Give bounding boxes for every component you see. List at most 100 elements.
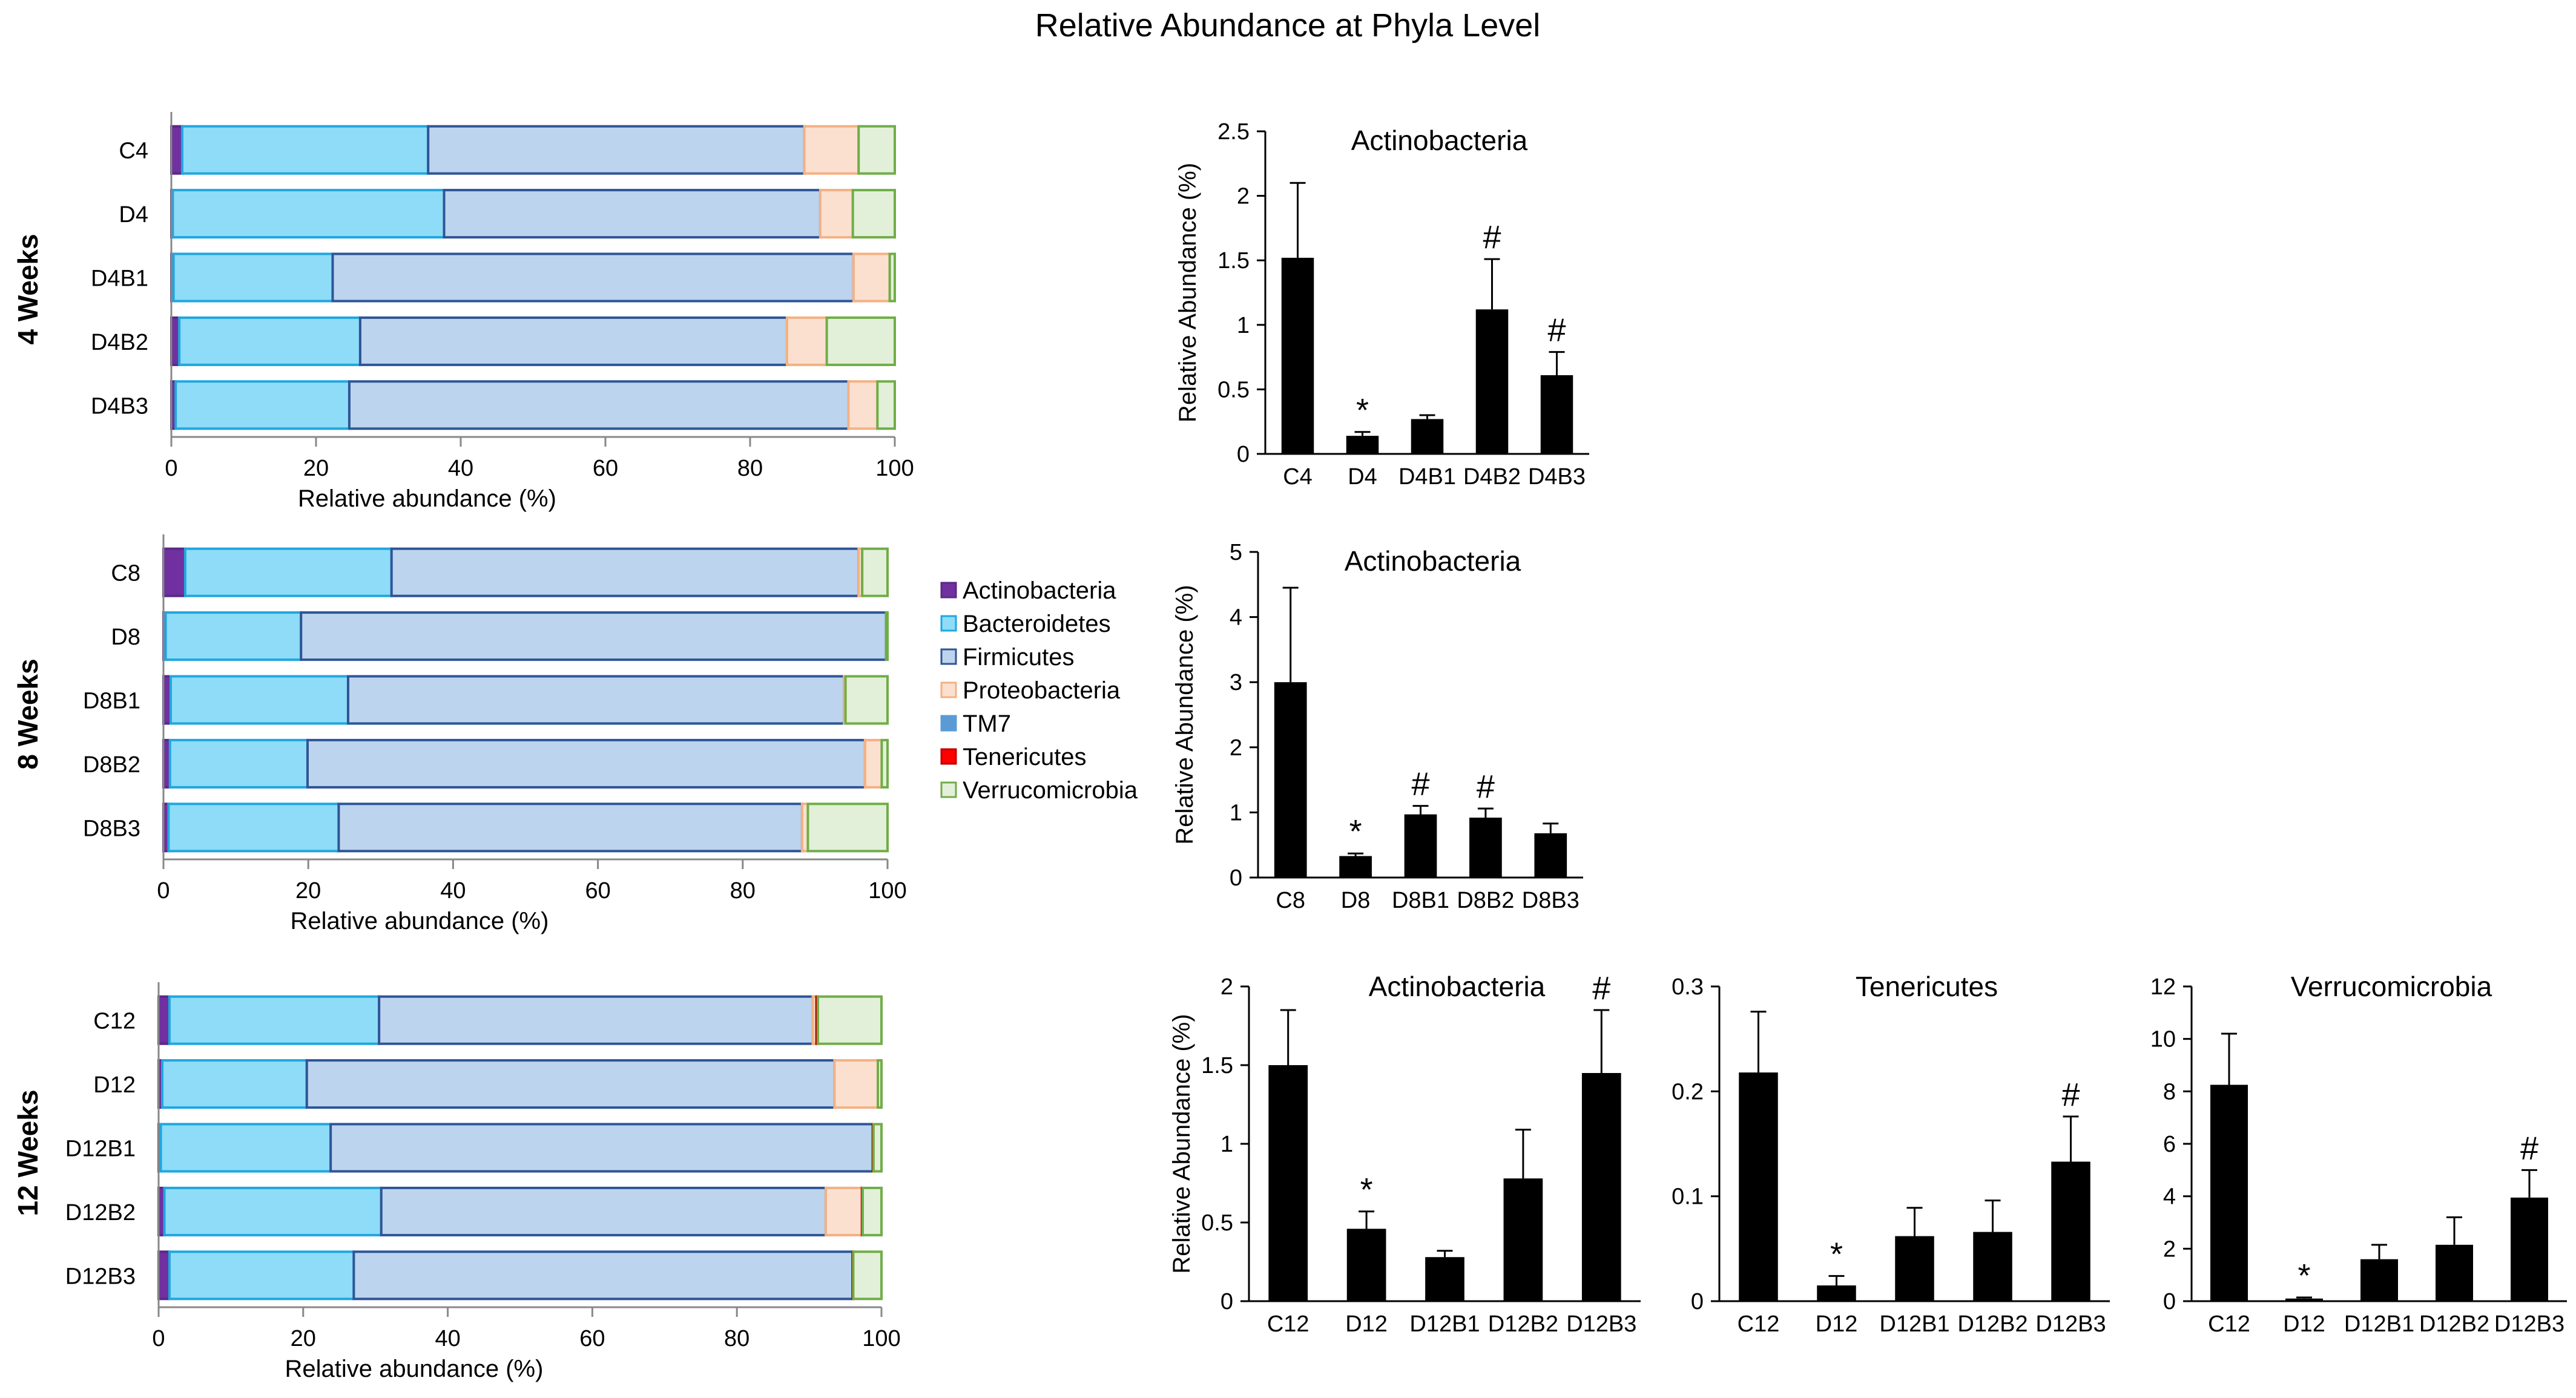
category-label: D12B1: [1879, 1311, 1949, 1337]
legend-swatch-bacteroidetes: [940, 615, 957, 632]
category-label: D8B2: [1457, 888, 1514, 913]
x-tick-label: 40: [448, 456, 473, 481]
stack-segment-d4b1-verrucomicrobia: [888, 252, 897, 303]
stack-segment-d4b1-bacteroidetes: [172, 252, 334, 303]
panel-title: Actinobacteria: [1345, 545, 1521, 577]
category-label: D8B2: [83, 752, 140, 778]
significance-mark: #: [1411, 766, 1429, 802]
stack-segment-c12-verrucomicrobia: [816, 995, 883, 1045]
stack-segment-d12b3-actinobacteria: [157, 1250, 171, 1301]
abundance-bar-charts: 0 0.5 1 1.5 2 2.5 C4 D4 * D4B1 D4B2 # D4B3 # Actinobac…: [1168, 119, 2567, 1337]
x-tick-label: 80: [737, 456, 763, 481]
panel-title: Actinobacteria: [1351, 125, 1528, 156]
category-label: C12: [1738, 1311, 1780, 1337]
y-tick-label: 4: [2163, 1184, 2176, 1210]
bar-c12: [1268, 1065, 1308, 1301]
stack-segment-d4b2-verrucomicrobia: [825, 316, 897, 366]
significance-mark: #: [1477, 769, 1495, 805]
bar-chart-2: 0 1 2 3 4 5 C8 D8 * D8B1 # D8B2 # D8B3 Actinobacteria R…: [1171, 540, 1583, 913]
y-tick-label: 12: [2150, 974, 2176, 1000]
y-tick-label: 1: [1237, 313, 1250, 338]
y-tick-label: 2: [1237, 184, 1250, 209]
x-tick-label: 100: [875, 456, 914, 481]
legend-label-bacteroidetes: Bacteroidetes: [963, 611, 1111, 637]
bar-d8: [1339, 856, 1372, 878]
legend-label-firmicutes: Firmicutes: [963, 644, 1074, 671]
significance-mark: #: [2061, 1077, 2080, 1113]
category-label: D12: [1345, 1311, 1388, 1337]
legend-label-tm7: TM7: [963, 710, 1011, 737]
stack-segment-d12b3-firmicutes: [352, 1250, 854, 1301]
stack-segment-d4-proteobacteria: [819, 189, 854, 239]
stack-segment-d12b1-bacteroidetes: [159, 1123, 332, 1173]
significance-mark: *: [1830, 1236, 1843, 1272]
y-tick-label: 1: [1220, 1132, 1233, 1157]
legend-label-verrucomicrobia: Verrucomicrobia: [963, 777, 1138, 804]
category-label: D12B3: [65, 1264, 136, 1289]
stack-segment-d8b2-bacteroidetes: [168, 738, 309, 789]
bar-d12: [1346, 1229, 1386, 1301]
stacked-bar-charts: C4 D4 D4B1 D4B2 D4B3 0 20 40 60 80 100 Relative abu…: [12, 112, 914, 1382]
bar-c8: [1274, 682, 1307, 878]
bar-d4: [1346, 436, 1379, 454]
stack-segment-c8-verrucomicrobia: [861, 547, 889, 597]
bar-chart-3: 0 0.5 1 1.5 2 C12 D12 * D12B1 D12B2 D12B3 # Actinoba…: [1168, 970, 1641, 1337]
stack-segment-d12-bacteroidetes: [160, 1059, 308, 1109]
bar-d12: [2285, 1298, 2323, 1301]
category-label: D12B2: [1957, 1311, 2028, 1337]
legend-swatch-firmicutes: [940, 648, 957, 665]
category-label: C4: [1283, 464, 1313, 490]
x-axis-title: Relative abundance (%): [298, 485, 556, 512]
bar-d8b3: [1534, 833, 1567, 878]
stack-segment-d12b3-bacteroidetes: [168, 1250, 355, 1301]
legend-swatch-tenericutes: [940, 748, 957, 765]
stacked-chart-2: C8 D8 D8B1 D8B2 D8B3 0 20 40 60 80 100 Relative abu…: [12, 534, 907, 934]
significance-mark: *: [1356, 392, 1369, 428]
week-label: 8 Weeks: [12, 658, 44, 769]
category-label: D12B2: [2419, 1311, 2489, 1337]
stack-segment-d4-bacteroidetes: [171, 189, 446, 239]
category-label: D12B1: [2344, 1311, 2414, 1337]
stack-segment-d12b1-verrucomicrobia: [872, 1123, 883, 1173]
week-label: 12 Weeks: [12, 1090, 44, 1216]
y-tick-label: 0.5: [1217, 377, 1250, 402]
category-label: D12: [2283, 1311, 2325, 1337]
stack-segment-d4b3-bacteroidetes: [174, 380, 351, 430]
stack-segment-c4-verrucomicrobia: [857, 125, 896, 175]
x-tick-label: 20: [303, 456, 329, 481]
category-label: D4: [119, 202, 148, 228]
stack-segment-d8b1-firmicutes: [346, 675, 846, 725]
week-label: 4 Weeks: [12, 234, 44, 344]
bar-d12b2: [1973, 1232, 2012, 1301]
stack-segment-d12b1-firmicutes: [329, 1123, 874, 1173]
stack-segment-c4-firmicutes: [427, 125, 806, 175]
y-tick-label: 0.1: [1672, 1184, 1704, 1210]
panel-title: Actinobacteria: [1369, 971, 1546, 1002]
y-tick-label: 10: [2150, 1027, 2176, 1052]
y-tick-label: 8: [2163, 1079, 2176, 1104]
stack-segment-d8b2-verrucomicrobia: [880, 738, 889, 789]
category-label: D12: [93, 1072, 136, 1098]
category-label: D8B1: [1392, 888, 1449, 913]
stack-segment-c8-actinobacteria: [162, 547, 186, 597]
y-tick-label: 2: [1220, 974, 1233, 1000]
figure-title: Relative Abundance at Phyla Level: [1035, 7, 1541, 44]
x-axis-title: Relative abundance (%): [291, 908, 549, 934]
stack-segment-d8b3-bacteroidetes: [167, 802, 340, 853]
category-label: D8B1: [83, 689, 140, 714]
stack-segment-d8-bacteroidetes: [164, 611, 303, 661]
bar-chart-5: 0 2 4 6 8 10 12 C12 D12 * D12B1 D12B2 D12B3 # Verrucom…: [2150, 971, 2567, 1337]
stack-segment-c8-firmicutes: [390, 547, 860, 597]
stack-segment-d8b1-bacteroidetes: [169, 675, 349, 725]
stack-segment-d8b2-firmicutes: [306, 738, 866, 789]
category-label: D4B1: [91, 266, 148, 292]
x-tick-label: 20: [295, 878, 321, 904]
category-label: D4B1: [1398, 464, 1456, 490]
bar-c12: [2210, 1085, 2248, 1301]
stack-segment-d12b2-proteobacteria: [825, 1186, 863, 1236]
legend-swatch-proteobacteria: [940, 681, 957, 698]
stacked-chart-3: C12 D12 D12B1 D12B2 D12B3 0 20 40 60 80 100 Relativ…: [12, 982, 901, 1382]
category-label: D12B2: [65, 1200, 136, 1226]
category-label: D12B1: [1409, 1311, 1480, 1337]
